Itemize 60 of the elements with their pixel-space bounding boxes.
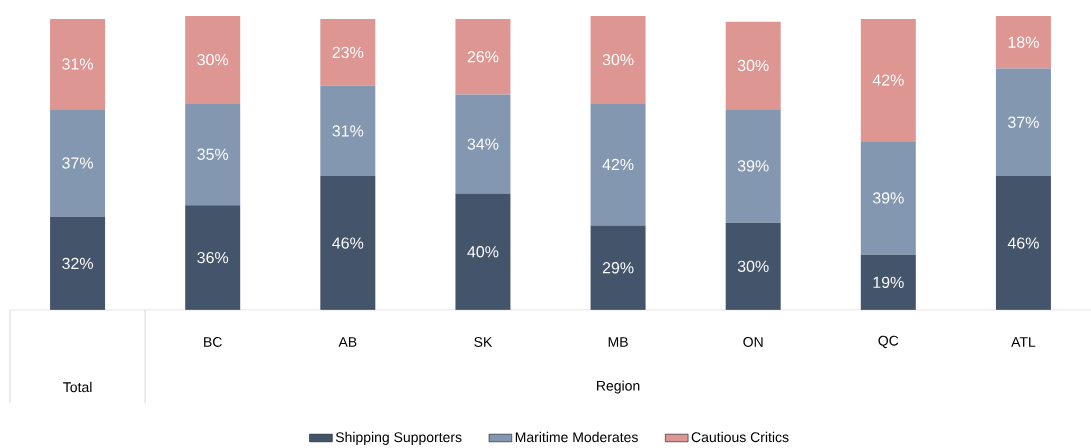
bar <box>50 216 106 310</box>
data-label: 32% <box>62 257 94 270</box>
data-label: 46% <box>1007 237 1039 249</box>
bar <box>725 222 781 310</box>
data-label: 29% <box>602 262 634 274</box>
bar <box>725 21 781 110</box>
x-tick-label: QC <box>878 335 899 349</box>
bar <box>995 68 1051 177</box>
data-label: 42% <box>602 158 634 171</box>
text: Total <box>63 381 92 393</box>
data-label: 42% <box>872 74 904 86</box>
data-label: 39% <box>872 192 904 204</box>
bar <box>860 18 916 142</box>
data-label: 18% <box>1008 36 1039 48</box>
bar <box>455 193 511 310</box>
bar <box>590 15 646 104</box>
x-tick-label: BC <box>204 337 222 347</box>
bar <box>320 85 376 177</box>
bar <box>860 141 916 255</box>
x-axis-title: Region <box>597 380 640 394</box>
x-tick-label: ATL <box>1011 337 1036 347</box>
legend-label: Cautious Critics <box>691 431 789 443</box>
data-label: 46% <box>332 237 364 249</box>
x-tick-label: MB <box>608 337 628 347</box>
data-label: 40% <box>467 246 499 258</box>
bar <box>185 103 241 206</box>
data-label: 26% <box>467 51 499 63</box>
data-label: 34% <box>467 138 499 150</box>
data-label: 39% <box>737 160 769 172</box>
bar <box>860 254 916 310</box>
data-label: 19% <box>873 276 904 288</box>
bar <box>995 15 1051 69</box>
data-label: 30% <box>197 53 229 66</box>
bar <box>320 18 376 86</box>
data-label: 36% <box>197 251 229 264</box>
x-tick-label: SK <box>474 337 493 347</box>
bar <box>320 176 376 310</box>
data-label: 35% <box>197 148 229 160</box>
bar <box>185 205 241 310</box>
data-label: 31% <box>62 58 94 70</box>
data-label: 30% <box>737 260 769 272</box>
bar <box>590 103 646 226</box>
bar <box>50 18 106 110</box>
data-label: 31% <box>332 125 364 137</box>
bar <box>995 176 1051 310</box>
legend-label: Shipping Supporters <box>335 431 462 445</box>
bar <box>725 109 781 223</box>
data-label: 23% <box>332 46 364 59</box>
data-label: 37% <box>62 157 94 169</box>
data-label: 30% <box>737 59 769 72</box>
x-tick-label: ON <box>743 337 763 347</box>
bar <box>455 94 511 194</box>
bar <box>50 109 106 217</box>
legend-label: Maritime Moderates <box>515 431 638 443</box>
data-label: 37% <box>1008 116 1039 128</box>
bar <box>455 18 511 95</box>
data-label: 30% <box>602 53 634 66</box>
x-tick-label: AB <box>338 337 357 347</box>
bar <box>590 225 646 310</box>
bar <box>185 15 241 104</box>
